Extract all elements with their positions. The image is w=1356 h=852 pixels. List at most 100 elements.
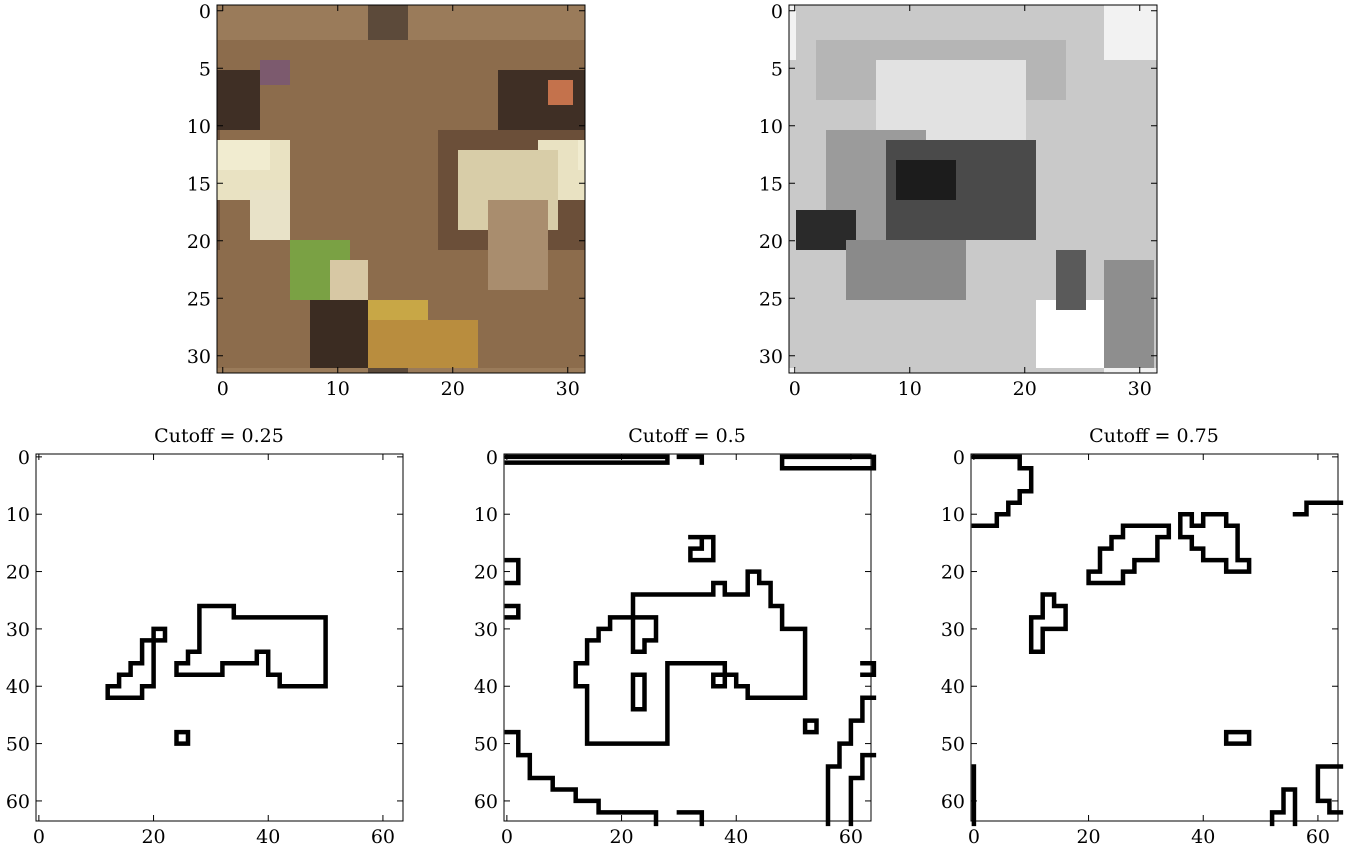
contour-line <box>688 534 716 563</box>
contour-line <box>676 810 705 827</box>
panel-cutoff-025: Cutoff = 0.25 0 20 40 60 0 10 20 30 40 50 60 <box>6 425 404 848</box>
axes-frame <box>503 453 872 822</box>
y-tick-label: 0 <box>953 447 965 469</box>
contour-line <box>1223 729 1252 746</box>
x-tick-label: 10 <box>326 378 350 400</box>
rgb-image <box>217 5 585 373</box>
y-tick-label: 50 <box>941 734 965 756</box>
x-tick-label: 20 <box>441 378 465 400</box>
y-tick-label: 15 <box>759 173 783 195</box>
contour-line <box>630 615 659 655</box>
contour-line <box>711 672 728 689</box>
contour-line <box>504 603 521 620</box>
y-ticks: 0 10 20 30 40 50 60 <box>474 447 871 813</box>
y-tick-label: 20 <box>187 231 211 253</box>
x-tick-label: 40 <box>724 826 748 848</box>
axes-frame <box>35 453 404 822</box>
contour-line <box>504 729 659 827</box>
y-tick-label: 20 <box>941 562 965 584</box>
y-tick-label: 60 <box>941 791 965 813</box>
panel-cutoff-075: Cutoff = 0.75 0 20 40 60 0 10 20 30 40 50 60 <box>941 425 1344 848</box>
x-tick-label: 40 <box>256 826 280 848</box>
panel-cutoff-05: Cutoff = 0.5 0 20 40 60 0 10 20 30 40 50 60 <box>474 425 877 848</box>
y-tick-label: 10 <box>941 504 965 526</box>
y-tick-label: 10 <box>6 504 30 526</box>
x-ticks: 0 20 40 60 <box>968 454 1330 848</box>
y-tick-label: 40 <box>474 676 498 698</box>
y-ticks: 0 10 20 30 40 50 60 <box>6 447 403 813</box>
contour-line <box>1269 787 1298 827</box>
y-tick-label: 30 <box>187 346 211 368</box>
y-tick-label: 10 <box>474 504 498 526</box>
y-tick-label: 30 <box>474 619 498 641</box>
y-tick-label: 60 <box>474 791 498 813</box>
x-tick-label: 20 <box>609 826 633 848</box>
axes-frame <box>970 453 1339 822</box>
x-tick-label: 60 <box>1306 826 1330 848</box>
contour-lines <box>105 603 328 746</box>
contour-line <box>1178 511 1252 574</box>
panel-gray-image: 0 10 20 30 0 5 10 15 20 25 30 <box>759 1 1158 400</box>
contour-line <box>802 718 819 735</box>
y-tick-label: 25 <box>187 288 211 310</box>
x-tick-label: 0 <box>33 826 45 848</box>
y-tick-label: 20 <box>474 562 498 584</box>
y-tick-label: 0 <box>486 447 498 469</box>
y-tick-label: 20 <box>759 231 783 253</box>
contour-line <box>174 729 191 746</box>
panel-title: Cutoff = 0.75 <box>1089 425 1219 447</box>
y-tick-label: 40 <box>941 676 965 698</box>
y-ticks: 0 10 20 30 40 50 60 <box>941 447 1338 813</box>
y-ticks: 0 5 10 15 20 25 30 <box>759 1 1157 368</box>
contour-line <box>971 454 1034 528</box>
contour-line <box>1315 764 1344 815</box>
panel-title: Cutoff = 0.25 <box>154 425 284 447</box>
y-tick-label: 0 <box>18 447 30 469</box>
x-ticks: 0 10 20 30 <box>789 5 1152 400</box>
x-tick-label: 0 <box>968 826 980 848</box>
y-tick-label: 0 <box>199 1 211 23</box>
x-tick-label: 20 <box>141 826 165 848</box>
x-tick-label: 30 <box>556 378 580 400</box>
x-tick-label: 10 <box>898 378 922 400</box>
contour-line <box>848 752 877 827</box>
contour-line <box>174 603 328 689</box>
x-tick-label: 20 <box>1076 826 1100 848</box>
x-tick-label: 20 <box>1013 378 1037 400</box>
contour-line <box>105 626 168 700</box>
contour-line <box>1086 523 1172 586</box>
y-tick-label: 60 <box>6 791 30 813</box>
y-tick-label: 30 <box>6 619 30 641</box>
contour-lines <box>504 454 877 827</box>
x-tick-label: 40 <box>1191 826 1215 848</box>
y-tick-label: 30 <box>941 619 965 641</box>
y-ticks: 0 5 10 15 20 25 30 <box>187 1 585 368</box>
x-ticks: 0 20 40 60 <box>33 454 395 848</box>
contour-line <box>779 454 877 471</box>
contour-line <box>1292 500 1344 517</box>
contour-line <box>1028 592 1068 655</box>
x-tick-label: 60 <box>839 826 863 848</box>
y-tick-label: 40 <box>6 676 30 698</box>
y-tick-label: 10 <box>759 116 783 138</box>
y-tick-label: 0 <box>771 1 783 23</box>
x-tick-label: 0 <box>789 378 801 400</box>
contour-line <box>504 454 670 465</box>
y-tick-label: 20 <box>6 562 30 584</box>
x-tick-label: 0 <box>217 378 229 400</box>
panel-rgb-image: 0 10 20 30 0 5 10 15 20 25 30 <box>187 1 586 400</box>
y-tick-label: 30 <box>759 346 783 368</box>
axes-frame <box>216 4 586 374</box>
x-ticks: 0 20 40 60 <box>501 454 863 848</box>
x-ticks: 0 10 20 30 <box>217 5 580 400</box>
y-tick-label: 15 <box>187 173 211 195</box>
x-tick-label: 60 <box>371 826 395 848</box>
contour-line <box>504 557 521 586</box>
contour-line <box>860 661 877 678</box>
y-tick-label: 5 <box>199 58 211 80</box>
axes-frame <box>788 4 1158 374</box>
y-tick-label: 25 <box>759 288 783 310</box>
gray-image <box>789 5 1157 373</box>
y-tick-label: 10 <box>187 116 211 138</box>
